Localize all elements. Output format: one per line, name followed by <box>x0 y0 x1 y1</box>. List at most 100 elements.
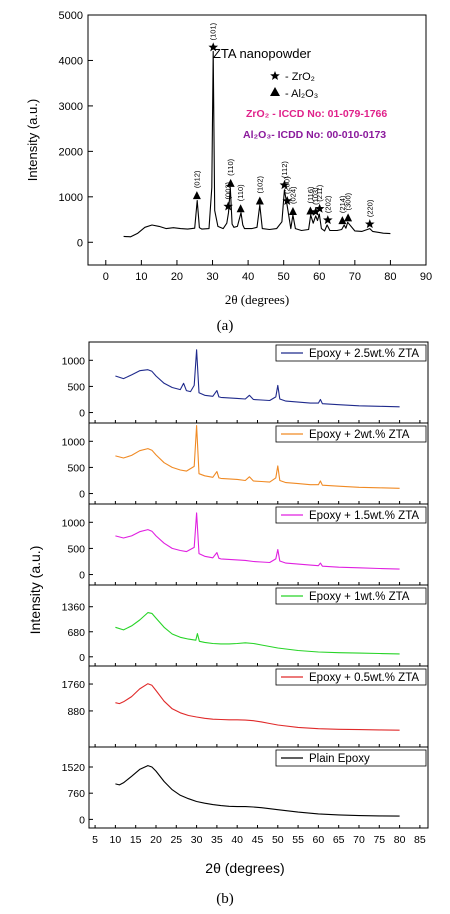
x-tick-label: 65 <box>333 834 345 846</box>
y-tick-label: 2000 <box>59 146 83 158</box>
peak-label: (116) <box>306 186 315 203</box>
series-line <box>115 683 400 731</box>
al2o3-icdd-reference: Al₂O₃- ICDD No: 00-010-0173 <box>243 129 386 141</box>
x-tick-label: 30 <box>191 834 203 846</box>
chart-a-title: ZTA nanopowder <box>213 46 312 61</box>
star-icon <box>270 71 280 80</box>
peak-label: (200) <box>283 176 292 194</box>
chart-b-panel-label: (b) <box>216 891 234 907</box>
x-tick-label: 80 <box>384 271 396 283</box>
x-tick-label: 10 <box>135 271 147 283</box>
peak-label: (103) <box>311 187 320 205</box>
y-tick-label: 1000 <box>59 192 83 204</box>
legend-box <box>275 749 427 767</box>
triangle-icon <box>236 204 245 213</box>
y-tick-label: 3000 <box>59 101 83 113</box>
y-tick-label: 500 <box>67 543 85 555</box>
y-tick-label: 1760 <box>62 679 86 691</box>
triangle-icon <box>338 216 347 225</box>
stacked-panel: 0 500 1000 Epoxy + 1.5wt.% ZTA <box>62 503 429 586</box>
x-tick-label: 35 <box>211 834 223 846</box>
x-tick-label: 60 <box>313 834 325 846</box>
stacked-panel: 0 500 1000 Epoxy + 2.5wt.% ZTA <box>62 341 429 424</box>
chart-b-ylabel: Intensity (a.u.) <box>27 546 43 635</box>
x-tick-label: 30 <box>206 271 218 283</box>
x-tick-label: 90 <box>420 271 432 283</box>
y-tick-label: 1000 <box>62 436 86 448</box>
x-tick-label: 25 <box>170 834 182 846</box>
x-tick-label: 50 <box>272 834 284 846</box>
y-tick-label: 5000 <box>59 10 83 22</box>
legend-box <box>275 587 427 605</box>
peak-label: (110) <box>226 158 235 175</box>
x-tick-label: 40 <box>242 271 254 283</box>
legend-label: Epoxy + 0.5wt.% ZTA <box>309 672 419 684</box>
legend-label: Epoxy + 1.5wt.% ZTA <box>309 510 419 522</box>
y-tick-label: 0 <box>79 489 85 501</box>
x-tick-label: 70 <box>349 271 361 283</box>
triangle-icon <box>192 191 201 200</box>
legend-zro2: - ZrO₂ <box>270 71 315 83</box>
peak-label: (110) <box>236 184 245 201</box>
chart-a-xlabel: 2θ (degrees) <box>225 292 289 307</box>
y-tick-label: 1000 <box>62 355 86 367</box>
legend-label: Epoxy + 2.5wt.% ZTA <box>309 348 419 360</box>
triangle-icon <box>306 206 315 215</box>
peak-label: (012) <box>192 170 201 188</box>
x-tick-label: 55 <box>292 834 304 846</box>
y-tick-label: 880 <box>67 706 85 718</box>
peak-label: (102) <box>255 176 264 194</box>
y-tick-label: 1520 <box>62 762 86 774</box>
x-tick-label: 5 <box>92 834 98 846</box>
peak-label: (300) <box>344 192 353 210</box>
x-tick-label: 15 <box>130 834 142 846</box>
series-line <box>123 50 391 238</box>
x-tick-label: 60 <box>313 271 325 283</box>
peak-label: (220) <box>365 199 374 217</box>
triangle-icon <box>288 207 297 215</box>
peak-label: (112) <box>280 161 289 178</box>
y-tick-label: 1360 <box>62 602 86 614</box>
x-tick-label: 0 <box>103 271 109 283</box>
panel-frame <box>88 746 429 829</box>
star-icon <box>323 215 333 225</box>
legend-al2o3: - Al₂O₃ <box>270 87 318 100</box>
triangle-icon <box>344 213 353 222</box>
chart-a-ylabel: Intensity (a.u.) <box>25 99 40 181</box>
y-tick-label: 0 <box>79 570 85 582</box>
x-tick-label: 40 <box>231 834 243 846</box>
peak-label: (002) <box>224 181 233 199</box>
y-tick-label: 500 <box>67 462 85 474</box>
legend-al2o3-label: - Al₂O₃ <box>285 88 318 100</box>
series-line <box>115 612 400 655</box>
y-tick-label: 0 <box>79 408 85 420</box>
zro2-icdd-reference: ZrO₂ - ICCD No: 01-079-1766 <box>246 108 387 120</box>
x-tick-label: 70 <box>353 834 365 846</box>
triangle-icon <box>270 87 280 96</box>
triangle-icon <box>226 178 235 187</box>
y-tick-label: 0 <box>77 237 83 249</box>
stacked-panel: 0 760 1520 Plain Epoxy <box>62 746 429 829</box>
peak-label: (024) <box>288 186 297 204</box>
stacked-panel: 880 1760 Epoxy + 0.5wt.% ZTA <box>62 665 429 748</box>
x-tick-label: 75 <box>373 834 385 846</box>
legend-box <box>275 344 427 362</box>
peak-label: (202) <box>323 195 332 213</box>
peak-label: (214) <box>338 195 347 213</box>
legend-box <box>275 425 427 443</box>
x-tick-label: 20 <box>171 271 183 283</box>
series-line <box>115 349 400 408</box>
chart-a: (012)(101)(002)(110)(110) (102)(112)(200)… <box>25 10 432 334</box>
y-tick-label: 0 <box>79 652 85 664</box>
chart-b-xlabel: 2θ (degrees) <box>205 860 284 876</box>
legend-box <box>275 506 427 524</box>
x-tick-label: 20 <box>150 834 162 846</box>
stacked-panel: 0 680 1360 Epoxy + 1wt.% ZTA <box>62 584 429 667</box>
series-line <box>115 765 400 817</box>
peak-label: (101) <box>209 22 218 40</box>
chart-a-frame <box>87 14 427 266</box>
x-tick-label: 50 <box>278 271 290 283</box>
y-tick-label: 500 <box>67 381 85 393</box>
